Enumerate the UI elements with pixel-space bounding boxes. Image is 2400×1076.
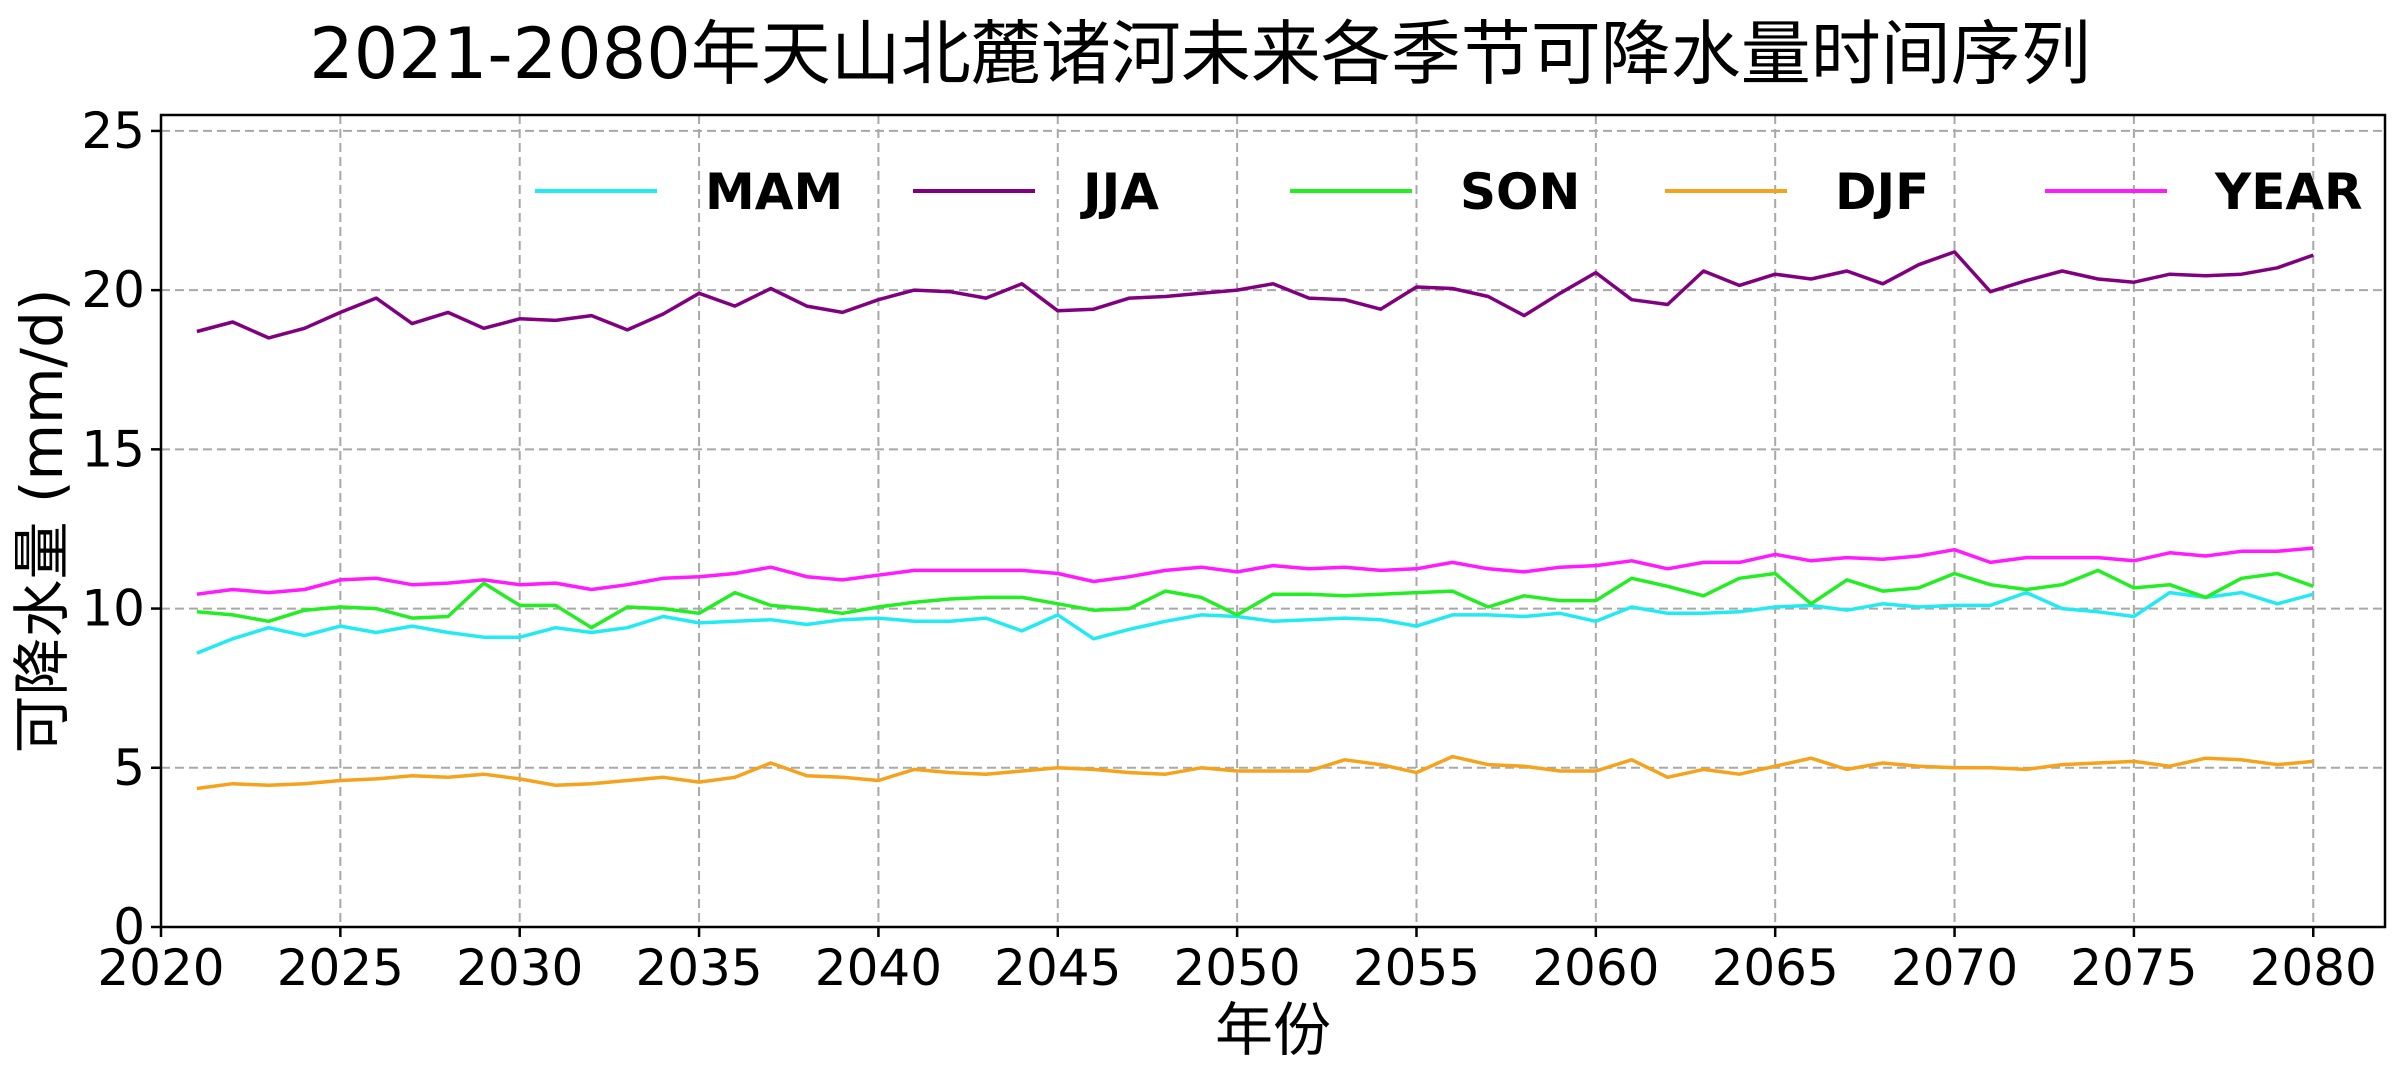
legend-item-jja: JJA: [913, 163, 1159, 221]
legend-item-year: YEAR: [2045, 163, 2363, 221]
plot-frame: [159, 113, 2387, 929]
legend-item-son: SON: [1290, 163, 1580, 221]
x-axis-label: 年份: [1215, 996, 1331, 1064]
y-tick-label: 5: [113, 739, 145, 797]
y-tick-label: 15: [81, 420, 145, 478]
legend-label: JJA: [1080, 163, 1159, 221]
x-tick-label: 2030: [456, 939, 583, 997]
x-tick-label: 2065: [1712, 939, 1839, 997]
y-tick-label: 0: [113, 898, 145, 956]
x-tick-label: 2020: [97, 939, 224, 997]
x-tick-label: 2050: [1174, 939, 1301, 997]
series-line-jja: [196, 250, 2314, 340]
legend-label: MAM: [705, 163, 843, 221]
x-tick-label: 2075: [2070, 939, 2197, 997]
x-tick-label: 2040: [815, 939, 942, 997]
x-tick-label: 2035: [635, 939, 762, 997]
legend-item-djf: DJF: [1665, 163, 1929, 221]
x-tick-label: 2080: [2250, 939, 2377, 997]
y-axis-label: 可降水量 (mm/d): [8, 288, 76, 753]
x-tick-label: 2070: [1891, 939, 2018, 997]
grid: [161, 115, 2385, 927]
legend-label: YEAR: [2214, 163, 2363, 221]
x-tick-label: 2025: [277, 939, 404, 997]
legend-label: SON: [1460, 163, 1580, 221]
y-tick-label: 10: [81, 580, 145, 638]
x-tick-label: 2045: [994, 939, 1121, 997]
y-tick-label: 25: [81, 102, 145, 160]
x-tick-label: 2060: [1532, 939, 1659, 997]
chart-title: 2021-2080年天山北麓诸河未来各季节可降水量时间序列: [309, 13, 2091, 95]
legend-item-mam: MAM: [535, 163, 843, 221]
series-lines: [196, 250, 2314, 791]
y-tick-label: 20: [81, 261, 145, 319]
series-line-djf: [196, 754, 2314, 791]
x-axis: 2020 2025 2030 2035 2040 2045 2050 2055 2060 2065…: [97, 927, 2377, 997]
series-line-mam: [196, 590, 2314, 655]
series-line-year: [196, 546, 2314, 596]
legend: MAM JJA SON DJF YEAR: [535, 163, 2363, 221]
legend-label: DJF: [1835, 163, 1929, 221]
x-tick-label: 2055: [1353, 939, 1480, 997]
series-line-son: [196, 568, 2314, 630]
y-axis: 0 5 10 15 20 25: [81, 102, 161, 956]
